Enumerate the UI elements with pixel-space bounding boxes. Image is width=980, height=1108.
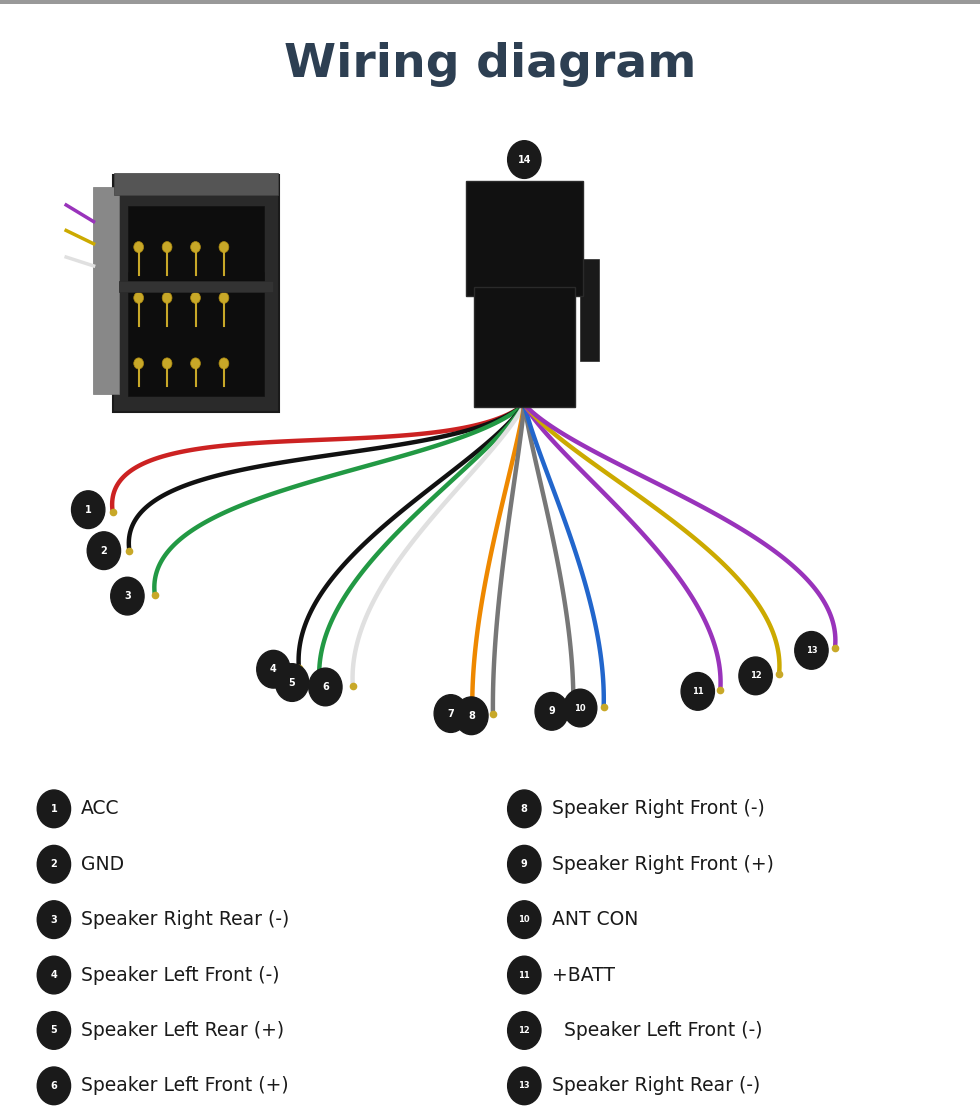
Text: 9: 9 bbox=[549, 706, 555, 717]
Circle shape bbox=[37, 845, 71, 883]
Text: 2: 2 bbox=[51, 859, 57, 870]
Circle shape bbox=[739, 657, 772, 695]
Circle shape bbox=[220, 358, 229, 369]
Text: 13: 13 bbox=[806, 646, 817, 655]
Circle shape bbox=[163, 242, 172, 253]
FancyBboxPatch shape bbox=[113, 175, 279, 412]
Text: 10: 10 bbox=[518, 915, 530, 924]
Text: Speaker Left Rear (+): Speaker Left Rear (+) bbox=[81, 1020, 284, 1040]
Circle shape bbox=[37, 1067, 71, 1105]
Circle shape bbox=[37, 956, 71, 994]
Text: Speaker Right Front (+): Speaker Right Front (+) bbox=[552, 854, 773, 874]
Text: 10: 10 bbox=[574, 704, 586, 712]
FancyBboxPatch shape bbox=[466, 181, 582, 296]
Text: Speaker Left Front (-): Speaker Left Front (-) bbox=[81, 965, 280, 985]
Circle shape bbox=[508, 1067, 541, 1105]
Circle shape bbox=[508, 790, 541, 828]
Circle shape bbox=[508, 845, 541, 883]
Circle shape bbox=[508, 1012, 541, 1049]
FancyBboxPatch shape bbox=[580, 259, 600, 361]
Text: Speaker Right Rear (-): Speaker Right Rear (-) bbox=[81, 910, 290, 930]
Bar bbox=[0, 0, 980, 4]
Circle shape bbox=[37, 790, 71, 828]
Circle shape bbox=[535, 692, 568, 730]
Text: 8: 8 bbox=[467, 710, 475, 721]
Text: 1: 1 bbox=[85, 504, 91, 515]
Text: ACC: ACC bbox=[81, 799, 120, 819]
Circle shape bbox=[309, 668, 342, 706]
Text: Speaker Right Rear (-): Speaker Right Rear (-) bbox=[552, 1076, 760, 1096]
Text: 1: 1 bbox=[51, 803, 57, 814]
Text: 12: 12 bbox=[750, 671, 761, 680]
Circle shape bbox=[508, 141, 541, 178]
Circle shape bbox=[133, 358, 144, 369]
Text: 13: 13 bbox=[518, 1081, 530, 1090]
Text: Speaker Left Front (-): Speaker Left Front (-) bbox=[552, 1020, 762, 1040]
Text: ANT CON: ANT CON bbox=[552, 910, 638, 930]
Circle shape bbox=[220, 293, 229, 304]
Text: 11: 11 bbox=[518, 971, 530, 979]
Text: 11: 11 bbox=[692, 687, 704, 696]
Text: 5: 5 bbox=[51, 1025, 57, 1036]
Circle shape bbox=[257, 650, 290, 688]
Circle shape bbox=[275, 664, 309, 701]
Circle shape bbox=[434, 695, 467, 732]
FancyBboxPatch shape bbox=[120, 281, 272, 293]
FancyBboxPatch shape bbox=[127, 273, 265, 396]
Text: 7: 7 bbox=[448, 708, 454, 719]
Circle shape bbox=[508, 956, 541, 994]
Text: 12: 12 bbox=[518, 1026, 530, 1035]
FancyBboxPatch shape bbox=[127, 206, 265, 285]
Circle shape bbox=[133, 242, 144, 253]
Circle shape bbox=[133, 293, 144, 304]
Circle shape bbox=[37, 1012, 71, 1049]
Circle shape bbox=[87, 532, 121, 570]
Text: 6: 6 bbox=[51, 1080, 57, 1091]
Text: 3: 3 bbox=[124, 591, 130, 602]
Text: +BATT: +BATT bbox=[552, 965, 614, 985]
Text: 8: 8 bbox=[520, 803, 528, 814]
Circle shape bbox=[681, 673, 714, 710]
Text: 5: 5 bbox=[289, 677, 295, 688]
Text: 2: 2 bbox=[101, 545, 107, 556]
Circle shape bbox=[220, 242, 229, 253]
Circle shape bbox=[190, 358, 200, 369]
Circle shape bbox=[564, 689, 597, 727]
Circle shape bbox=[190, 293, 200, 304]
Circle shape bbox=[190, 242, 200, 253]
FancyBboxPatch shape bbox=[114, 173, 278, 195]
Text: Speaker Left Front (+): Speaker Left Front (+) bbox=[81, 1076, 289, 1096]
Text: 6: 6 bbox=[322, 681, 328, 692]
Text: Speaker Right Front (-): Speaker Right Front (-) bbox=[552, 799, 764, 819]
Text: 3: 3 bbox=[51, 914, 57, 925]
Circle shape bbox=[163, 293, 172, 304]
Circle shape bbox=[795, 632, 828, 669]
Text: 4: 4 bbox=[270, 664, 276, 675]
Circle shape bbox=[111, 577, 144, 615]
Text: GND: GND bbox=[81, 854, 124, 874]
Text: 14: 14 bbox=[517, 154, 531, 165]
Circle shape bbox=[72, 491, 105, 529]
Text: 4: 4 bbox=[51, 970, 57, 981]
Circle shape bbox=[508, 901, 541, 938]
Circle shape bbox=[37, 901, 71, 938]
FancyBboxPatch shape bbox=[92, 187, 120, 394]
Text: Wiring diagram: Wiring diagram bbox=[284, 42, 696, 86]
Circle shape bbox=[163, 358, 172, 369]
Circle shape bbox=[455, 697, 488, 735]
FancyBboxPatch shape bbox=[474, 287, 574, 407]
Text: 9: 9 bbox=[521, 859, 527, 870]
